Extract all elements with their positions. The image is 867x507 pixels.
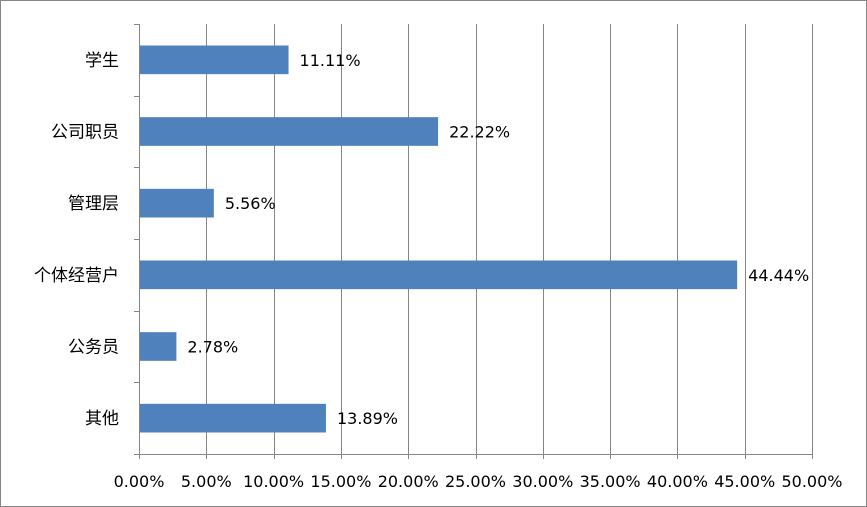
category-label-0: 学生 bbox=[85, 51, 119, 71]
bar-4 bbox=[139, 332, 177, 361]
x-tick-label-5: 25.00% bbox=[445, 472, 506, 491]
labels-layer: 0.00% 5.00% 10.00% 15.00% 20.00% 25.00% 30.00%… bbox=[34, 51, 843, 491]
data-label-2: 5.56% bbox=[225, 194, 276, 213]
data-label-0: 11.11% bbox=[300, 51, 361, 70]
data-label-5: 13.89% bbox=[337, 409, 398, 428]
x-tick-label-3: 15.00% bbox=[310, 472, 371, 491]
category-label-2: 管理层 bbox=[68, 194, 119, 214]
bar-0 bbox=[139, 45, 289, 75]
category-label-3: 个体经营户 bbox=[34, 266, 119, 286]
x-tick-label-1: 5.00% bbox=[181, 472, 232, 491]
bar-2 bbox=[139, 188, 214, 218]
category-label-5: 其他 bbox=[85, 409, 119, 429]
axis-layer bbox=[134, 24, 813, 459]
x-tick-label-7: 35.00% bbox=[580, 472, 641, 491]
x-tick-label-0: 0.00% bbox=[114, 472, 165, 491]
x-tick-label-4: 20.00% bbox=[378, 472, 439, 491]
x-tick-label-2: 10.00% bbox=[243, 472, 304, 491]
data-label-1: 22.22% bbox=[449, 123, 510, 142]
category-label-1: 公司职员 bbox=[51, 123, 119, 143]
bar-5 bbox=[139, 403, 326, 433]
data-label-3: 44.44% bbox=[748, 266, 809, 285]
x-tick-label-9: 45.00% bbox=[714, 472, 775, 491]
category-label-4: 公务员 bbox=[68, 338, 119, 358]
x-tick-label-8: 40.00% bbox=[647, 472, 708, 491]
bars-layer bbox=[139, 45, 738, 433]
data-label-4: 2.78% bbox=[187, 338, 238, 357]
x-tick-label-10: 50.00% bbox=[781, 472, 842, 491]
x-tick-label-6: 30.00% bbox=[512, 472, 573, 491]
grid-layer bbox=[206, 24, 813, 454]
bar-1 bbox=[139, 117, 439, 146]
bar-3 bbox=[139, 260, 738, 290]
